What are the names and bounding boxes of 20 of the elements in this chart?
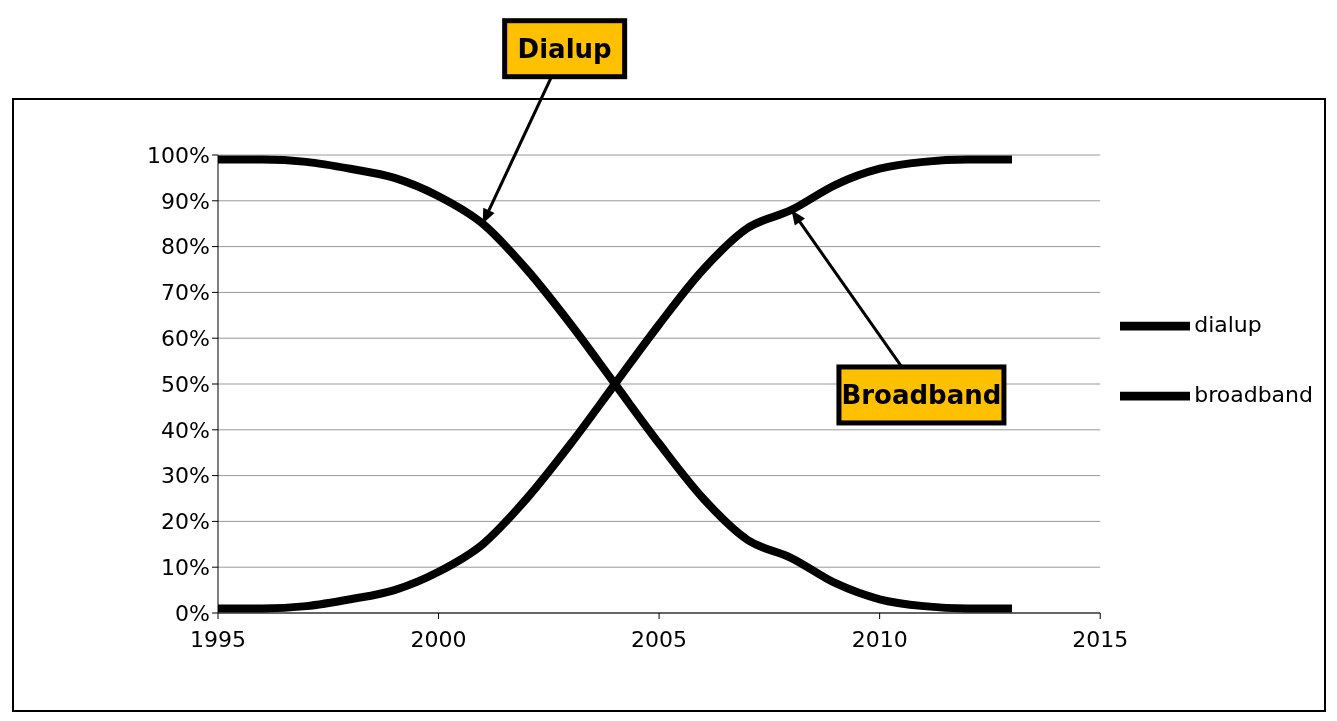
y-tick-label: 80%	[161, 234, 210, 260]
legend-label: dialup	[1194, 311, 1262, 337]
y-tick-label: 50%	[161, 371, 210, 397]
x-tick-label: 2000	[410, 626, 467, 652]
y-tick-label: 30%	[161, 463, 210, 489]
y-tick-label: 100%	[147, 142, 210, 168]
y-tick-label: 0%	[175, 600, 210, 626]
annotation: Broadband	[841, 379, 1002, 410]
x-tick-label: 2005	[631, 626, 688, 652]
x-tick-label: 1995	[190, 626, 246, 652]
annotation: Dialup	[517, 33, 612, 64]
y-tick-label: 40%	[161, 417, 210, 443]
x-tick-label: 2015	[1072, 626, 1129, 652]
y-tick-label: 90%	[161, 188, 210, 214]
x-tick-label: 2010	[851, 626, 908, 652]
y-tick-label: 70%	[161, 280, 210, 306]
legend-label: broadband	[1194, 381, 1313, 407]
y-tick-label: 60%	[161, 326, 210, 352]
y-tick-label: 10%	[161, 555, 210, 581]
y-tick-label: 20%	[161, 509, 210, 535]
